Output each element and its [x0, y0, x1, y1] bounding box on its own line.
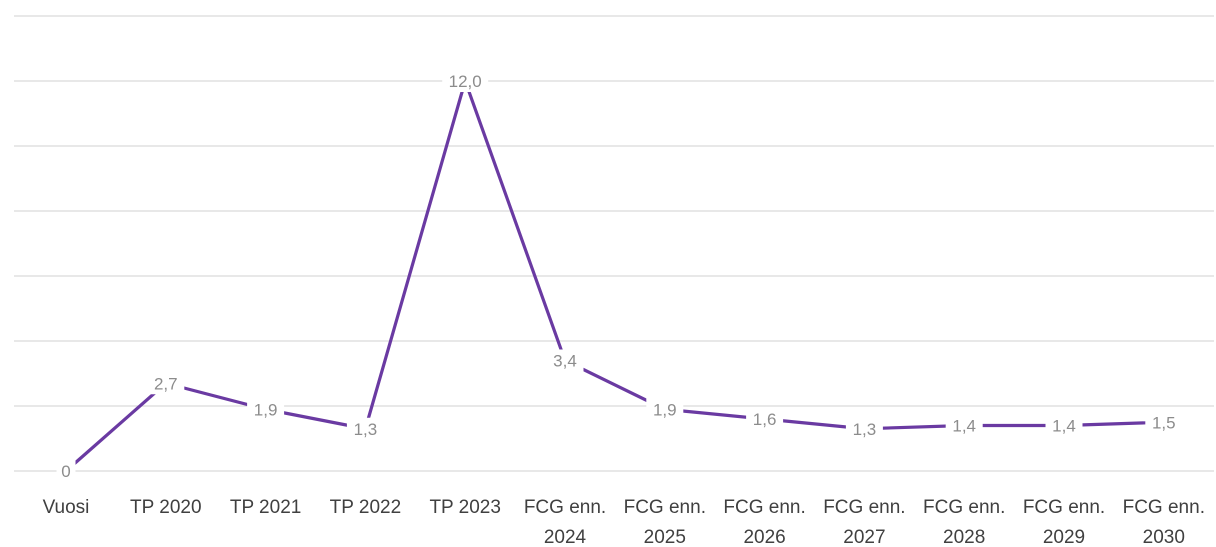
- data-label: 0: [56, 460, 76, 482]
- data-label-text: 1,6: [753, 410, 777, 429]
- x-tick-label: FCG enn. 2026: [723, 497, 805, 547]
- data-label-background: [1145, 411, 1183, 434]
- data-label-background: [646, 398, 684, 421]
- data-label: 1,3: [845, 417, 883, 440]
- data-label: 1,9: [247, 398, 285, 421]
- data-label: 2,7: [147, 372, 185, 395]
- x-tick-label: Vuosi: [43, 497, 90, 518]
- data-label-text: 1,4: [1052, 417, 1076, 436]
- data-label-background: [442, 70, 489, 92]
- data-label-text: 1,4: [952, 417, 976, 436]
- data-label-background: [247, 398, 285, 421]
- data-label-text: 2,7: [154, 374, 178, 393]
- x-tick-label: TP 2022: [330, 497, 401, 518]
- x-tick-label: FCG enn. 2029: [1023, 497, 1105, 547]
- data-labels: 0 2,7 1,9 1,3 12,0 3,4 1,9 1,6 1,3 1,4 1,4 1,5: [56, 70, 1183, 482]
- data-label: 1,4: [1045, 414, 1083, 437]
- x-tick-label: TP 2020: [130, 497, 201, 518]
- x-axis-tick-labels: Vuosi TP 2020 TP 2021 TP 2022 TP 2023 FCG enn…: [43, 497, 1205, 547]
- x-tick-label: FCG enn. 2027: [823, 497, 905, 547]
- data-label: 1,3: [346, 417, 384, 440]
- data-label-text: 12,0: [449, 72, 482, 91]
- x-tick-label: FCG enn. 2025: [624, 497, 706, 547]
- x-tick-label: FCG enn. 2024: [524, 497, 606, 547]
- x-tick-label: FCG enn. 2028: [923, 497, 1005, 547]
- data-label: 1,9: [646, 398, 684, 421]
- data-label: 1,6: [746, 408, 784, 430]
- data-label-background: [746, 408, 784, 430]
- data-label: 3,4: [546, 349, 584, 372]
- data-label-background: [845, 417, 883, 440]
- data-label-background: [945, 414, 983, 437]
- data-label-text: 1,3: [354, 420, 378, 439]
- x-tick-label: FCG enn. 2030: [1123, 497, 1205, 547]
- data-label-text: 1,5: [1152, 413, 1176, 432]
- data-label: 1,5: [1145, 411, 1183, 434]
- data-label-background: [147, 372, 185, 395]
- x-tick-label: TP 2023: [429, 497, 500, 518]
- data-label: 12,0: [442, 70, 489, 92]
- data-label-text: 1,9: [653, 400, 677, 419]
- data-label-background: [346, 417, 384, 440]
- data-label-text: 1,9: [254, 400, 278, 419]
- data-label-text: 3,4: [553, 352, 577, 371]
- data-label-text: 1,3: [853, 420, 877, 439]
- data-label-background: [56, 460, 76, 482]
- data-label-background: [546, 349, 584, 372]
- gridlines: [14, 15, 1214, 472]
- x-tick-label: TP 2021: [230, 497, 301, 518]
- data-label-text: 0: [61, 462, 70, 481]
- data-label: 1,4: [945, 414, 983, 437]
- data-label-background: [1045, 414, 1083, 437]
